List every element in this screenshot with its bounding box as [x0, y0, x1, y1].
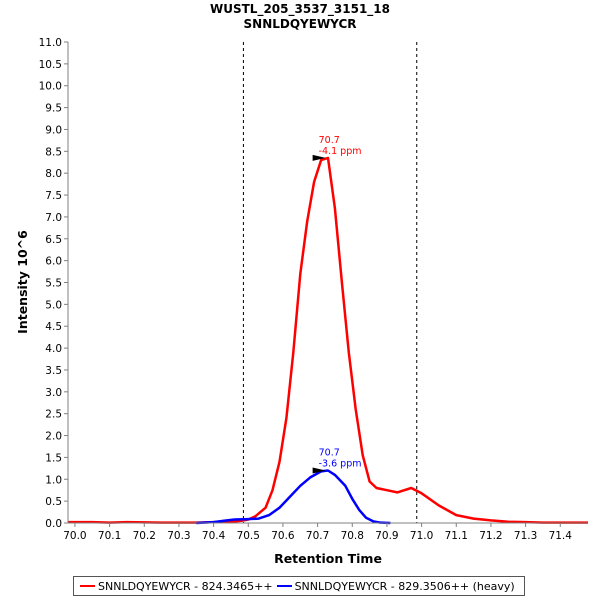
peak-rt-label: 70.7 — [319, 448, 340, 459]
y-tick-label: 8.0 — [45, 168, 62, 180]
legend-item-heavy: SNNLDQYEWYCR - 829.3506++ (heavy) — [276, 579, 515, 593]
y-tick-label: 0.5 — [45, 496, 62, 508]
x-tick-label: 70.3 — [167, 530, 190, 542]
legend-label-heavy: SNNLDQYEWYCR - 829.3506++ (heavy) — [294, 579, 515, 593]
y-tick-label: 6.5 — [45, 234, 62, 246]
y-tick-label: 0.0 — [45, 518, 62, 530]
x-tick-label: 71.4 — [549, 530, 573, 542]
y-tick-label: 2.5 — [45, 409, 62, 421]
y-tick-label: 1.5 — [45, 452, 62, 464]
y-tick-label: 2.0 — [45, 431, 62, 443]
legend-swatch-blue — [276, 585, 292, 587]
plot-area — [68, 42, 588, 523]
peak-ppm-label: -4.1 ppm — [319, 146, 362, 157]
y-tick-label: 9.5 — [45, 103, 62, 115]
x-tick-label: 70.1 — [98, 530, 121, 542]
x-tick-label: 71.3 — [514, 530, 537, 542]
legend: SNNLDQYEWYCR - 824.3465++ SNNLDQYEWYCR -… — [73, 576, 525, 596]
y-tick-label: 7.5 — [45, 190, 62, 202]
x-tick-label: 70.7 — [306, 530, 329, 542]
y-tick-label: 7.0 — [45, 212, 62, 224]
x-tick-label: 70.0 — [63, 530, 86, 542]
peak-rt-label: 70.7 — [319, 135, 340, 146]
y-tick-label: 11.0 — [39, 37, 62, 49]
legend-swatch-red — [80, 585, 95, 587]
y-tick-label: 3.0 — [45, 387, 62, 399]
y-axis-title: Intensity 10^6 — [15, 230, 30, 334]
y-tick-label: 6.0 — [45, 256, 62, 268]
x-tick-label: 70.8 — [341, 530, 364, 542]
y-tick-label: 4.0 — [45, 343, 62, 355]
legend-label-light: SNNLDQYEWYCR - 824.3465++ — [98, 579, 273, 593]
x-axis-title: Retention Time — [274, 551, 382, 566]
x-tick-label: 70.5 — [237, 530, 260, 542]
chart-title: WUSTL_205_3537_3151_18 — [210, 2, 390, 17]
y-tick-label: 5.0 — [45, 299, 62, 311]
x-tick-label: 70.2 — [133, 530, 156, 542]
y-tick-label: 9.0 — [45, 124, 62, 136]
y-tick-label: 10.5 — [39, 59, 62, 71]
peak-marker-arrow — [312, 154, 326, 161]
y-tick-label: 5.5 — [45, 278, 62, 290]
x-tick-label: 71.2 — [479, 530, 502, 542]
y-tick-label: 4.5 — [45, 321, 62, 333]
x-tick-label: 71.1 — [445, 530, 468, 542]
legend-item-light: SNNLDQYEWYCR - 824.3465++ — [80, 580, 273, 593]
x-tick-label: 71.0 — [410, 530, 433, 542]
y-tick-label: 10.0 — [39, 81, 62, 93]
peak-marker-arrow — [312, 467, 326, 474]
x-tick-label: 70.6 — [271, 530, 295, 542]
x-tick-label: 70.9 — [375, 530, 398, 542]
series-line-heavy — [196, 469, 391, 525]
y-tick-label: 8.5 — [45, 146, 62, 158]
x-tick-label: 70.4 — [202, 530, 226, 542]
peak-ppm-label: -3.6 ppm — [319, 459, 362, 470]
y-tick-label: 1.0 — [45, 474, 62, 486]
chart-subtitle: SNNLDQYEWYCR — [244, 17, 357, 31]
y-tick-label: 3.5 — [45, 365, 62, 377]
